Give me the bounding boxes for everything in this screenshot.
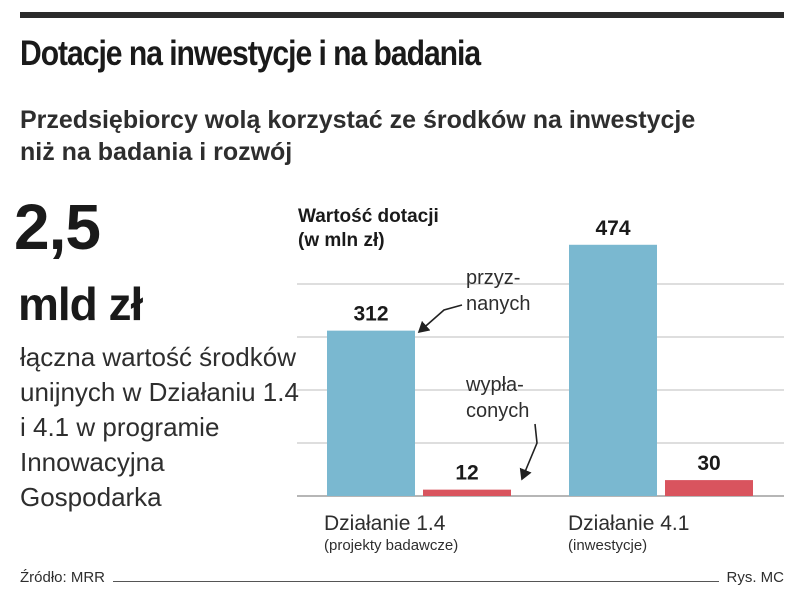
page-subtitle: Przedsiębiorcy wolą korzystać ze środków… [20, 106, 696, 166]
bar-paid-2 [665, 480, 753, 496]
source-note: Źródło: MRR [20, 568, 106, 586]
chart-title-line-2: (w mln zł) [298, 230, 385, 251]
arrow-paid [519, 423, 538, 481]
highlight-description: łączna wartość środków unijnych w Działa… [20, 342, 299, 512]
category-sublabel-2: (inwestycje) [568, 537, 647, 554]
bar-granted-2 [569, 244, 657, 496]
legend-label-paid-line-1: wypła- [465, 374, 524, 396]
category-label-1: Działanie 1.4 [324, 512, 446, 535]
page-title: Dotacje na inwestycje i na badania [20, 34, 481, 73]
footer: Źródło: MRR Rys. MC [20, 567, 784, 587]
legend-label-granted-line-1: przyz- [466, 267, 520, 289]
value-label-paid-2: 30 [697, 452, 720, 475]
legend-label-granted-line-2: nanych [466, 293, 531, 315]
value-label-paid-1: 12 [455, 462, 478, 485]
highlight-unit: mld zł [18, 278, 143, 330]
category-sublabel-1: (projekty badawcze) [324, 537, 458, 554]
category-label-2: Działanie 4.1 [568, 512, 689, 535]
bar-paid-1 [423, 489, 511, 496]
footer-leader [113, 580, 719, 582]
highlight-value: 2,5 [14, 191, 101, 263]
value-label-granted-2: 474 [595, 217, 630, 240]
legend-label-paid-line-2: conych [466, 400, 529, 422]
graphic-credit: Rys. MC [726, 568, 785, 586]
bar-granted-1 [327, 330, 415, 496]
arrow-granted [417, 304, 463, 334]
chart-title-line-1: Wartość dotacji [298, 206, 439, 227]
top-rule [20, 12, 784, 18]
value-label-granted-1: 312 [353, 303, 388, 326]
